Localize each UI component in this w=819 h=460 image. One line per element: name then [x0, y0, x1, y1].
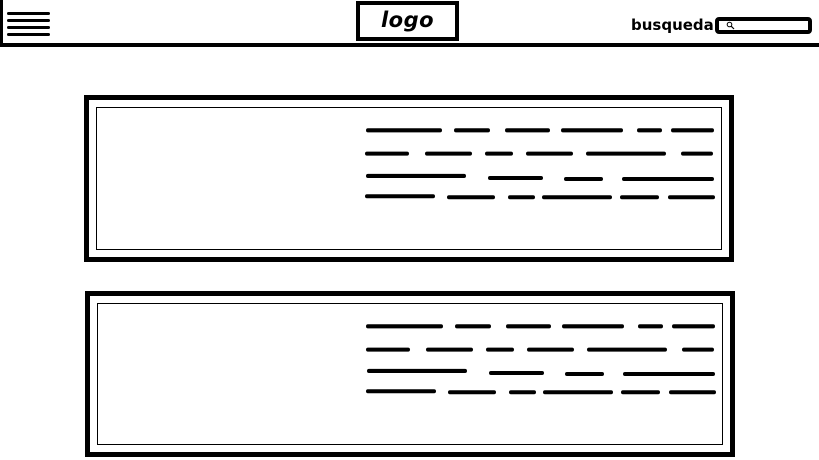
- search-input[interactable]: [735, 21, 807, 30]
- menu-line: [7, 12, 50, 15]
- text-placeholder-lines: [366, 324, 716, 395]
- logo[interactable]: logo: [356, 1, 459, 41]
- search-icon: [726, 21, 735, 30]
- header: logo busqueda: [0, 0, 819, 47]
- search-label: busqueda: [631, 16, 714, 34]
- search-field[interactable]: [715, 17, 812, 34]
- header-bar: [0, 0, 819, 47]
- content-card-1[interactable]: [84, 95, 734, 262]
- hamburger-menu-icon[interactable]: [7, 12, 51, 38]
- card-inner-frame: [96, 107, 722, 250]
- menu-line: [7, 19, 50, 22]
- text-placeholder-lines: [365, 128, 715, 200]
- menu-line: [7, 33, 50, 36]
- logo-text: logo: [380, 7, 435, 32]
- menu-line: [7, 26, 50, 29]
- card-inner-frame: [97, 303, 723, 445]
- content-card-2[interactable]: [85, 291, 735, 457]
